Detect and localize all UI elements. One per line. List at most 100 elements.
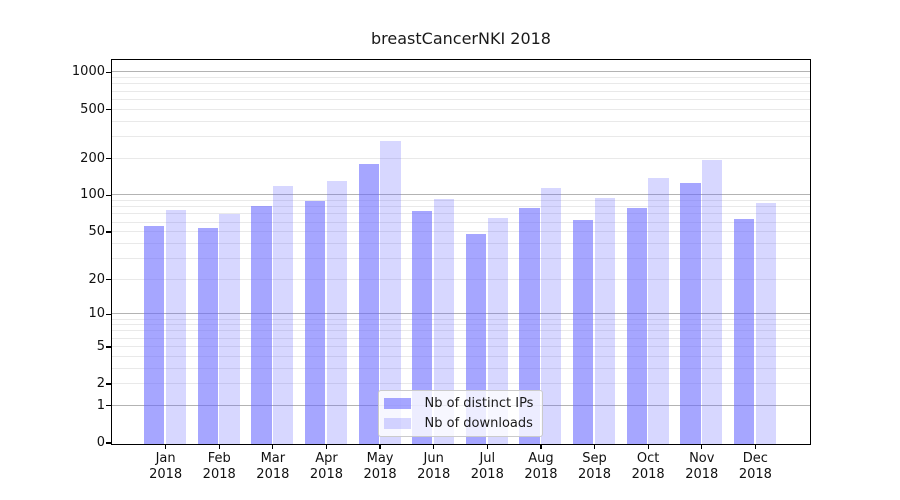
gridline-minor-800 <box>111 83 810 85</box>
y-tick-mark-20 <box>106 279 111 281</box>
y-tick-label-20: 20 <box>88 271 105 287</box>
x-tick-label-sep: Sep 2018 <box>577 451 612 482</box>
gridline-minor-2 <box>111 383 810 385</box>
bar-nb-of-distinct-ips-dec <box>733 218 755 444</box>
x-tick-mark-nov <box>701 444 703 449</box>
y-tick-mark-500 <box>106 108 111 111</box>
chart-title: breastCancerNKI 2018 <box>371 29 551 48</box>
x-tick-label-may: May 2018 <box>363 451 397 482</box>
gridline-minor-400 <box>111 120 810 122</box>
bar-nb-of-downloads-aug <box>541 187 562 444</box>
gridline-minor-70 <box>111 213 810 215</box>
gridline-minor-700 <box>111 90 810 92</box>
x-tick-label-jun: Jun 2018 <box>417 451 451 482</box>
bar-nb-of-downloads-apr <box>326 180 347 444</box>
y-tick-mark-10 <box>106 313 111 316</box>
x-tick-label-jul: Jul 2018 <box>470 451 504 482</box>
gridline-minor-4 <box>111 355 810 357</box>
y-tick-mark-2 <box>106 383 111 385</box>
gridline-minor-6 <box>111 337 810 339</box>
plot-area: Nb of distinct IPs Nb of downloads <box>110 58 811 445</box>
y-tick-mark-200 <box>106 157 111 160</box>
bar-nb-of-downloads-jun <box>433 198 455 444</box>
gridline-minor-60 <box>111 221 810 223</box>
gridline-minor-80 <box>111 206 810 208</box>
x-tick-mark-aug <box>540 444 542 449</box>
y-tick-label-50: 50 <box>88 224 105 240</box>
x-tick-mark-feb <box>218 444 220 449</box>
bar-nb-of-downloads-jan <box>165 209 187 444</box>
bar-nb-of-downloads-oct <box>648 177 669 444</box>
x-tick-mark-sep <box>593 444 596 449</box>
x-tick-label-apr: Apr 2018 <box>309 451 343 482</box>
bar-nb-of-downloads-feb <box>219 214 240 444</box>
gridline-minor-9 <box>111 318 810 320</box>
bar-nb-of-distinct-ips-jan <box>144 225 165 444</box>
x-tick-mark-oct <box>647 444 649 449</box>
legend: Nb of distinct IPs Nb of downloads <box>377 389 544 437</box>
y-tick-mark-50 <box>106 231 111 233</box>
bar-nb-of-distinct-ips-nov <box>680 183 701 444</box>
gridline-minor-3 <box>111 367 810 369</box>
gridline-minor-30 <box>111 257 810 259</box>
bar-nb-of-distinct-ips-may <box>358 164 379 444</box>
gridline-minor-600 <box>111 98 810 100</box>
bar-nb-of-downloads-dec <box>755 202 776 444</box>
bar-nb-of-distinct-ips-feb <box>197 227 219 444</box>
legend-label-downloads: Nb of downloads <box>424 415 533 431</box>
gridline-minor-200 <box>111 157 810 159</box>
y-tick-label-1: 1 <box>96 397 105 413</box>
bar-nb-of-distinct-ips-mar <box>251 205 272 444</box>
gridline-minor-7 <box>111 330 810 332</box>
legend-item-downloads: Nb of downloads <box>383 415 534 432</box>
x-tick-label-mar: Mar 2018 <box>256 451 290 482</box>
y-tick-label-500: 500 <box>80 101 105 117</box>
bar-nb-of-downloads-jul <box>487 218 508 444</box>
gridline-minor-90 <box>111 200 810 202</box>
bar-nb-of-downloads-sep <box>594 198 616 444</box>
x-tick-label-jan: Jan 2018 <box>149 451 183 482</box>
x-tick-label-dec: Dec 2018 <box>738 451 772 482</box>
y-tick-label-200: 200 <box>80 150 105 166</box>
gridline-minor-40 <box>111 242 810 244</box>
bar-nb-of-distinct-ips-apr <box>304 201 326 444</box>
legend-swatch-distinct-ips <box>383 397 411 409</box>
bar-nb-of-downloads-may <box>380 141 401 444</box>
x-tick-mark-dec <box>754 444 757 449</box>
bar-nb-of-downloads-mar <box>273 186 294 444</box>
y-tick-mark-5 <box>106 346 111 348</box>
bar-nb-of-distinct-ips-oct <box>626 207 647 444</box>
gridline-major-10 <box>111 313 810 315</box>
y-tick-label-100: 100 <box>80 187 105 203</box>
gridline-minor-5 <box>111 345 810 347</box>
x-tick-label-feb: Feb 2018 <box>202 451 236 482</box>
y-tick-label-0: 0 <box>96 435 105 450</box>
x-tick-label-oct: Oct 2018 <box>631 451 665 482</box>
x-tick-mark-jan <box>164 444 167 449</box>
y-tick-mark-1 <box>106 405 111 407</box>
y-tick-mark-100 <box>106 194 111 197</box>
x-tick-mark-jul <box>486 444 488 449</box>
gridline-minor-500 <box>111 108 810 110</box>
y-tick-label-1000: 1000 <box>71 64 105 80</box>
gridline-minor-50 <box>111 231 810 233</box>
gridline-major-100 <box>111 194 810 196</box>
y-tick-label-10: 10 <box>88 306 105 322</box>
bar-nb-of-downloads-nov <box>701 160 723 444</box>
gridline-minor-900 <box>111 77 810 79</box>
bar-nb-of-distinct-ips-sep <box>573 219 594 444</box>
legend-item-distinct-ips: Nb of distinct IPs <box>383 395 534 412</box>
x-tick-mark-jun <box>433 444 435 449</box>
gridline-minor-8 <box>111 324 810 326</box>
gridline-minor-20 <box>111 278 810 280</box>
y-tick-mark-0 <box>106 442 111 444</box>
x-tick-mark-may <box>379 444 381 449</box>
legend-label-distinct-ips: Nb of distinct IPs <box>424 395 534 411</box>
bar-nb-of-distinct-ips-aug <box>519 207 540 444</box>
x-tick-label-nov: Nov 2018 <box>685 451 719 482</box>
x-tick-mark-mar <box>272 444 274 449</box>
y-tick-label-5: 5 <box>96 338 105 354</box>
legend-swatch-downloads <box>383 417 411 429</box>
y-tick-label-2: 2 <box>96 376 105 392</box>
